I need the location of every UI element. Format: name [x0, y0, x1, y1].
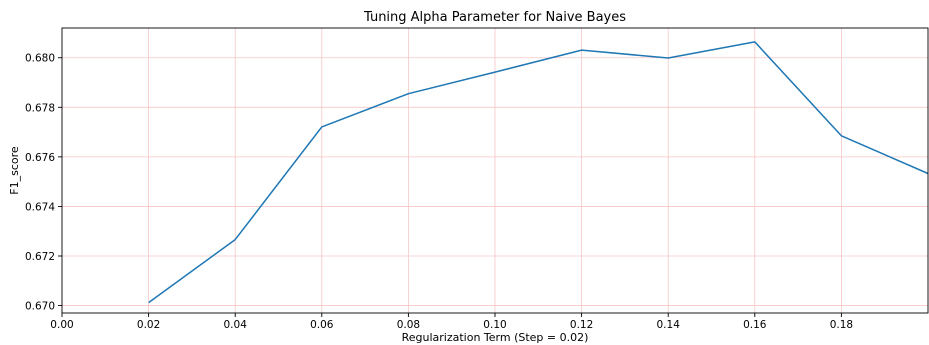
x-axis-ticks: 0.00 0.02 0.04 0.06 0.08 0.10 0.12 0.14 0.16 0.18: [50, 313, 853, 331]
x-tick-label: 0.08: [397, 319, 420, 331]
y-axis-label: F1_score: [8, 146, 21, 195]
series-line: [148, 41, 929, 304]
x-tick-label: 0.18: [830, 319, 853, 331]
chart-title: Tuning Alpha Parameter for Naive Bayes: [363, 10, 626, 25]
y-tick-label: 0.676: [25, 152, 55, 164]
y-axis-ticks: 0.670 0.672 0.674 0.676 0.678 0.680: [25, 53, 62, 313]
grid-lines: [62, 28, 928, 313]
x-tick-label: 0.06: [310, 319, 334, 331]
x-tick-label: 0.10: [483, 319, 506, 331]
x-tick-label: 0.00: [50, 319, 73, 331]
y-tick-label: 0.680: [25, 53, 55, 65]
x-tick-label: 0.16: [743, 319, 767, 331]
series-layer: [148, 41, 929, 304]
x-tick-label: 0.12: [570, 319, 593, 331]
x-tick-label: 0.02: [137, 319, 160, 331]
y-tick-label: 0.672: [25, 251, 55, 263]
x-axis-label: Regularization Term (Step = 0.02): [402, 331, 589, 344]
y-tick-label: 0.670: [25, 301, 55, 313]
y-tick-label: 0.674: [25, 201, 55, 213]
x-tick-label: 0.04: [224, 319, 248, 331]
y-tick-label: 0.678: [25, 102, 55, 114]
x-tick-label: 0.14: [657, 319, 681, 331]
